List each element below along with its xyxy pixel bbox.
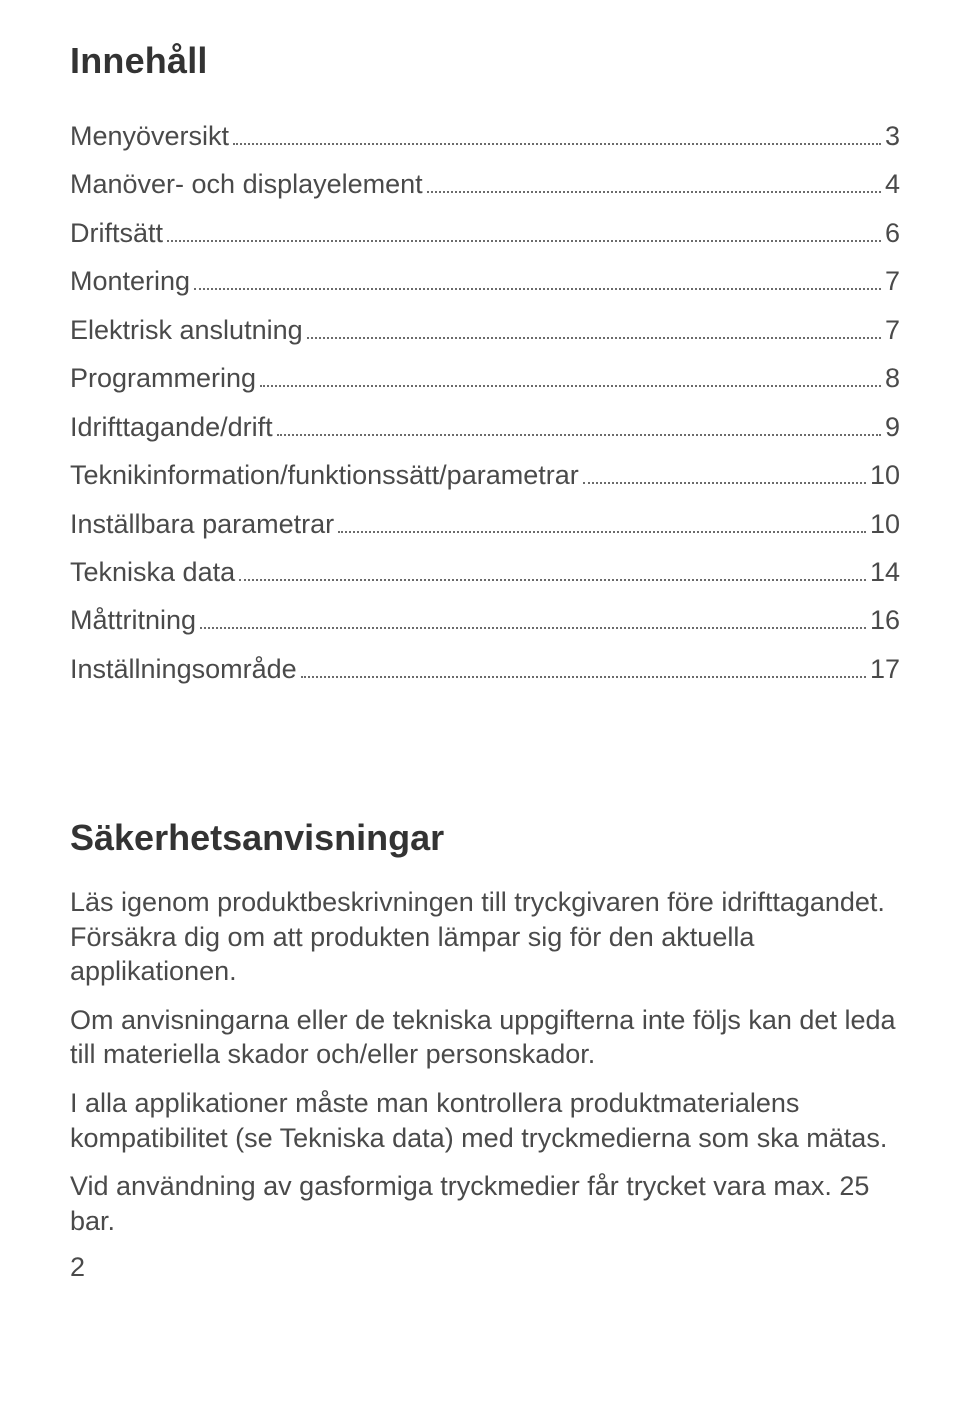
table-of-contents: Menyöversikt 3 Manöver- och displayeleme… (70, 118, 900, 687)
toc-row: Montering 7 (70, 263, 900, 299)
toc-dots (277, 409, 881, 435)
toc-label: Inställningsområde (70, 651, 297, 687)
toc-label: Montering (70, 263, 190, 299)
toc-dots (194, 264, 881, 290)
document-title: Innehåll (70, 40, 900, 82)
toc-dots (239, 555, 866, 581)
toc-page: 16 (870, 602, 900, 638)
toc-dots (338, 506, 866, 532)
toc-label: Programmering (70, 360, 256, 396)
body-paragraph: Läs igenom produktbeskrivningen till try… (70, 885, 900, 989)
toc-label: Tekniska data (70, 554, 235, 590)
toc-label: Menyöversikt (70, 118, 229, 154)
toc-row: Manöver- och displayelement 4 (70, 166, 900, 202)
section-heading: Säkerhetsanvisningar (70, 817, 900, 859)
toc-page: 7 (885, 263, 900, 299)
toc-dots (260, 361, 881, 387)
page-number: 2 (70, 1252, 900, 1283)
toc-label: Idrifttagande/drift (70, 409, 273, 445)
body-paragraph: Om anvisningarna eller de tekniska uppgi… (70, 1003, 900, 1072)
toc-label: Inställbara parametrar (70, 506, 334, 542)
toc-row: Programmering 8 (70, 360, 900, 396)
toc-row: Idrifttagande/drift 9 (70, 409, 900, 445)
toc-dots (200, 603, 866, 629)
toc-label: Teknikinformation/funktionssätt/parametr… (70, 457, 579, 493)
toc-dots (427, 167, 881, 193)
body-paragraph: Vid användning av gasformiga tryckmedier… (70, 1169, 900, 1238)
toc-dots (233, 119, 881, 145)
toc-label: Måttritning (70, 602, 196, 638)
toc-page: 7 (885, 312, 900, 348)
toc-dots (167, 216, 881, 242)
toc-page: 8 (885, 360, 900, 396)
toc-page: 4 (885, 166, 900, 202)
toc-label: Driftsätt (70, 215, 163, 251)
toc-page: 6 (885, 215, 900, 251)
toc-page: 10 (870, 506, 900, 542)
toc-dots (307, 312, 881, 338)
toc-row: Menyöversikt 3 (70, 118, 900, 154)
toc-row: Teknikinformation/funktionssätt/parametr… (70, 457, 900, 493)
toc-dots (301, 652, 866, 678)
toc-page: 9 (885, 409, 900, 445)
toc-row: Elektrisk anslutning 7 (70, 312, 900, 348)
toc-page: 3 (885, 118, 900, 154)
toc-row: Måttritning 16 (70, 602, 900, 638)
toc-row: Tekniska data 14 (70, 554, 900, 590)
toc-page: 17 (870, 651, 900, 687)
toc-row: Driftsätt 6 (70, 215, 900, 251)
toc-page: 10 (870, 457, 900, 493)
body-paragraph: I alla applikationer måste man kontrolle… (70, 1086, 900, 1155)
toc-row: Inställningsområde 17 (70, 651, 900, 687)
toc-label: Elektrisk anslutning (70, 312, 303, 348)
toc-page: 14 (870, 554, 900, 590)
toc-label: Manöver- och displayelement (70, 166, 423, 202)
toc-row: Inställbara parametrar 10 (70, 506, 900, 542)
toc-dots (583, 458, 866, 484)
